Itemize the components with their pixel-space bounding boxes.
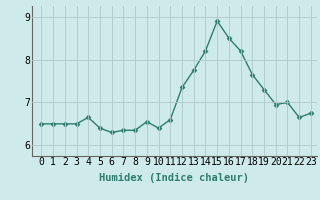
X-axis label: Humidex (Indice chaleur): Humidex (Indice chaleur) <box>100 173 249 183</box>
